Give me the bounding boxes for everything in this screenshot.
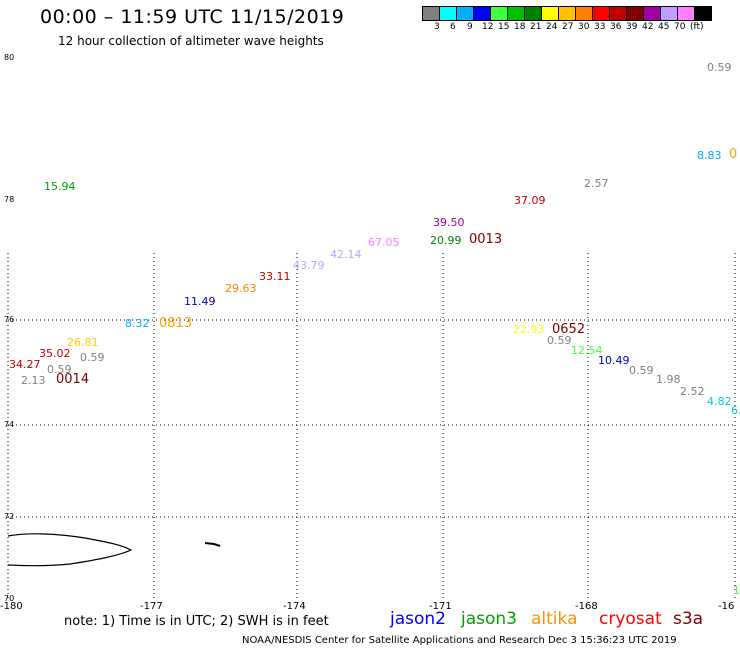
wave-height-value: 6. [731, 404, 740, 417]
latitude-label: 70 [4, 594, 15, 603]
chart-subtitle: 12 hour collection of altimeter wave hei… [58, 34, 324, 48]
color-scale-bar [422, 6, 712, 21]
wave-height-value: 0013 [469, 232, 503, 247]
latitude-label: 76 [4, 315, 15, 324]
wave-height-value: 39.50 [433, 216, 465, 229]
wave-height-value: 0014 [56, 372, 90, 387]
wave-height-value: 0 [729, 147, 738, 162]
legend-entry-jason3: jason3 [461, 609, 517, 629]
wave-height-value: 0813 [159, 316, 193, 331]
color-scale-label: 33 [594, 22, 606, 32]
color-scale-label: 27 [562, 22, 574, 32]
color-scale-label: 12 [482, 22, 494, 32]
longitude-label: -177 [140, 601, 163, 612]
color-scale-label: (ft) [690, 22, 704, 32]
footer-note: note: 1) Time is in UTC; 2) SWH is in fe… [64, 614, 329, 629]
color-scale-label: 9 [467, 22, 473, 32]
color-swatch [694, 6, 712, 21]
color-scale-label: 15 [498, 22, 510, 32]
wave-height-value: 4.82 [707, 395, 732, 408]
wave-height-value: 0.59 [707, 61, 732, 74]
wave-height-value: 35.02 [39, 347, 71, 360]
latitude-label: 78 [4, 195, 15, 204]
wave-height-value: 20.99 [430, 234, 462, 247]
wave-height-value: 67.05 [368, 236, 400, 249]
legend-entry-cryosat: cryosat [599, 609, 662, 629]
wave-height-value: 15.94 [44, 180, 76, 193]
longitude-label: -171 [429, 601, 452, 612]
color-scale-label: 39 [626, 22, 638, 32]
wave-height-value: 34.27 [9, 358, 41, 371]
map-gridlines [8, 253, 735, 598]
longitude-label: -16 [718, 601, 735, 612]
color-scale-label: 30 [578, 22, 590, 32]
color-scale-label: 3 [434, 22, 440, 32]
wave-height-value: 12.54 [571, 344, 603, 357]
wave-height-value: 11.49 [184, 295, 216, 308]
latitude-label: 80 [4, 53, 15, 62]
latitude-label: 74 [4, 420, 15, 429]
color-scale-label: 6 [450, 22, 456, 32]
wave-height-value: 33.11 [259, 270, 291, 283]
color-scale-label: 24 [546, 22, 558, 32]
wave-height-value: 2.57 [584, 177, 609, 190]
color-scale-label: 18 [514, 22, 526, 32]
color-scale-label: 42 [642, 22, 654, 32]
wave-height-value: 0.59 [47, 363, 72, 376]
wave-height-value: 8.83 [697, 149, 722, 162]
coastline [7, 533, 221, 567]
color-scale-label: 36 [610, 22, 622, 32]
wave-height-value: 1 [733, 584, 740, 597]
wave-height-value: 22.93 [513, 323, 545, 336]
color-scale-label: 21 [530, 22, 542, 32]
legend-entry-altika: altika [531, 609, 578, 629]
wave-height-value: 26.81 [67, 336, 99, 349]
legend-entry-s3a: s3a [673, 609, 704, 629]
wave-height-value: 0652 [552, 322, 586, 337]
wave-height-value: 8.32 [125, 317, 150, 330]
color-scale-label: 70 [674, 22, 686, 32]
longitude-label: -180 [0, 601, 23, 612]
wave-height-value: 0.59 [629, 364, 654, 377]
longitude-label: -168 [575, 601, 598, 612]
credit-line: NOAA/NESDIS Center for Satellite Applica… [242, 635, 677, 646]
wave-height-value: 0.59 [80, 351, 105, 364]
wave-height-value: 10.49 [598, 354, 630, 367]
wave-height-value: 2.52 [680, 385, 705, 398]
legend-entry-jason2: jason2 [390, 609, 446, 629]
wave-height-value: 1.98 [656, 373, 681, 386]
longitude-label: -174 [283, 601, 306, 612]
wave-height-value: 2.13 [21, 374, 46, 387]
wave-height-value: 0.59 [547, 334, 572, 347]
latitude-label: 72 [4, 512, 15, 521]
color-scale-labels: 3 6 9 12 15 18 21 24 27 30 33 36 39 42 45 70 (ft) [422, 22, 740, 36]
wave-height-value: 29.63 [225, 282, 257, 295]
wave-height-value: 43.79 [293, 259, 325, 272]
wave-height-value: 37.09 [514, 194, 546, 207]
wave-height-value: 42.14 [330, 248, 362, 261]
color-scale-label: 45 [658, 22, 670, 32]
chart-title: 00:00 – 11:59 UTC 11/15/2019 [40, 6, 345, 28]
